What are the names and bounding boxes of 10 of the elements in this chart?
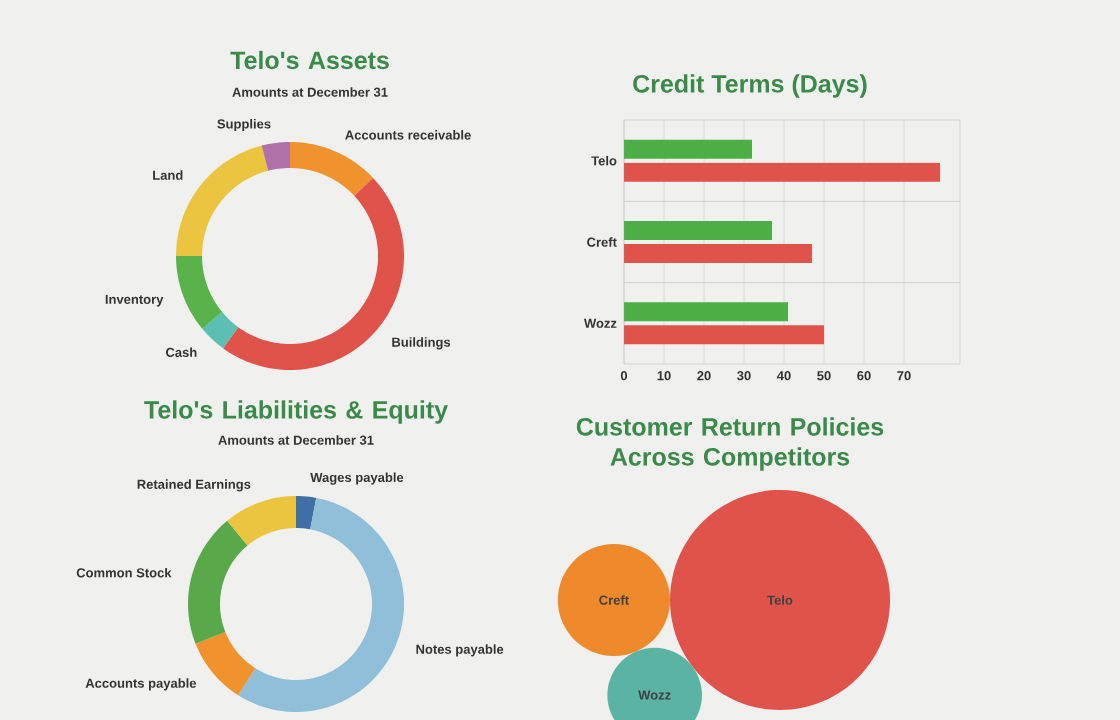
bar bbox=[624, 244, 812, 263]
bar bbox=[624, 221, 772, 240]
bar bbox=[624, 325, 824, 345]
bar bbox=[624, 162, 940, 182]
chart-title: Telo's Assets bbox=[230, 50, 389, 70]
bar bbox=[624, 139, 752, 159]
text: Customer Return Policies Across Competitors bbox=[576, 417, 884, 471]
chart-title: Credit Terms (Days) bbox=[633, 74, 867, 98]
bar bbox=[624, 302, 788, 322]
chart-title: Telo's Liabilities & Equity bbox=[144, 400, 448, 424]
